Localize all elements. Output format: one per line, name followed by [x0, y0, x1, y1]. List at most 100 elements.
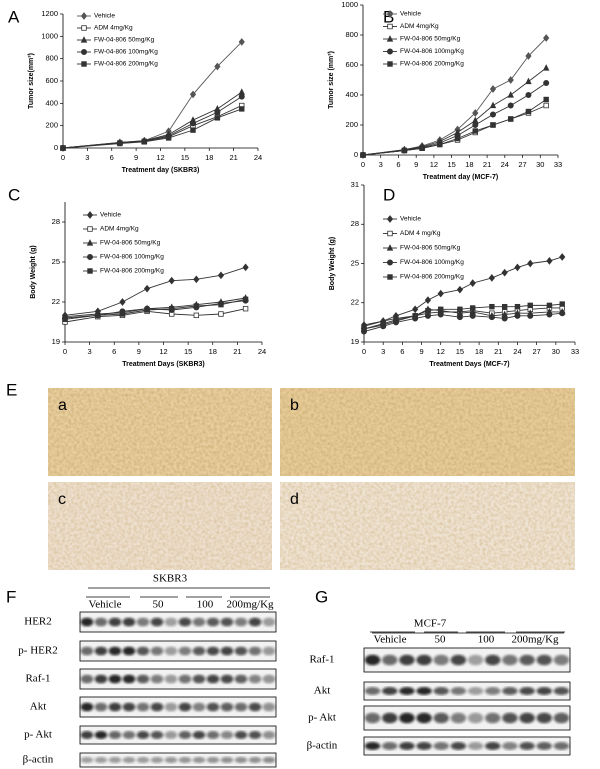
marker: [193, 312, 200, 319]
blot-band: [364, 687, 381, 695]
blot-band: [178, 617, 192, 627]
blot-band: [553, 742, 570, 750]
y-axis-label: Tumor size (mm³): [328, 51, 335, 109]
blot-band: [519, 712, 535, 724]
y-tick-label: 0: [54, 143, 58, 152]
legend-marker: [387, 61, 393, 67]
marker: [507, 76, 514, 84]
marker: [393, 317, 399, 323]
series-line: [64, 298, 246, 320]
marker: [543, 102, 549, 109]
marker: [490, 122, 496, 128]
marker: [437, 141, 443, 148]
blot-band: [502, 654, 518, 666]
legend-label: Vehicle: [100, 212, 121, 219]
blot-band: [553, 687, 570, 695]
marker: [424, 312, 431, 319]
marker: [546, 302, 553, 309]
x-tick-label: 6: [112, 347, 116, 356]
y-tick-label: 22: [52, 297, 60, 306]
blot-band: [433, 687, 449, 695]
blot-title: MCF-7: [414, 618, 447, 630]
blot-band: [234, 617, 248, 627]
blot-band: [80, 702, 94, 712]
marker: [525, 52, 532, 60]
x-tick-label: 27: [532, 347, 540, 356]
blot-band: [234, 674, 248, 684]
y-axis-label: Body Weight (g): [30, 245, 37, 299]
group-label: 100: [197, 599, 214, 611]
blot-band: [206, 731, 220, 739]
x-tick-label: 15: [184, 347, 192, 356]
x-tick-label: 21: [483, 160, 491, 169]
marker: [360, 152, 366, 158]
histology-texture: [48, 388, 272, 476]
legend-marker: [386, 215, 394, 223]
marker: [119, 311, 126, 317]
blot-band: [122, 702, 136, 712]
blot-band: [364, 742, 381, 750]
row-label: HER2: [24, 616, 52, 628]
marker: [527, 259, 534, 268]
image-label: a: [58, 397, 67, 414]
legend-marker: [81, 25, 87, 31]
series-line: [64, 266, 246, 316]
blot-strip: [79, 752, 277, 768]
y-tick-label: 600: [45, 76, 58, 85]
blot-band: [122, 617, 136, 627]
marker: [501, 315, 508, 322]
blot-band: [220, 731, 234, 739]
marker: [542, 64, 550, 71]
legend-label: Vehicle: [94, 13, 115, 20]
marker: [527, 312, 534, 319]
blot-band: [136, 731, 150, 739]
marker: [469, 312, 476, 319]
x-axis-label: Treatment Days (SKBR3): [122, 361, 204, 368]
marker: [95, 312, 101, 319]
blot-band: [164, 702, 178, 712]
blot-band: [416, 654, 432, 666]
x-tick-label: 24: [258, 347, 266, 356]
legend-marker: [81, 49, 88, 56]
row-label: β-actin: [23, 754, 54, 766]
x-tick-label: 27: [518, 160, 526, 169]
marker: [165, 135, 172, 141]
marker: [546, 257, 553, 265]
blot-band: [502, 712, 518, 724]
blot-band: [80, 674, 94, 684]
group-label: Vehicle: [89, 599, 122, 611]
blot-band: [94, 756, 108, 764]
marker: [238, 93, 245, 100]
blot-band: [364, 712, 381, 724]
legend-marker: [387, 23, 393, 30]
series-line: [362, 105, 547, 156]
legend-marker: [387, 230, 393, 237]
y-tick-label: 400: [345, 90, 358, 99]
marker: [469, 279, 476, 287]
blot-band: [94, 702, 108, 712]
x-tick-label: 3: [85, 153, 89, 162]
marker: [456, 314, 463, 321]
histology-texture: [280, 388, 575, 476]
marker: [412, 305, 419, 314]
marker: [454, 135, 461, 142]
blot-band: [485, 742, 501, 750]
blot-band: [192, 756, 206, 764]
marker: [507, 102, 514, 109]
marker: [242, 296, 249, 303]
blot-band: [192, 731, 206, 739]
x-axis-label: Treatment Days (MCF-7): [429, 361, 509, 368]
series-line: [362, 67, 547, 156]
blot-band: [94, 646, 108, 656]
blot-title: SKBR3: [153, 573, 188, 585]
legend-label: FW-04-806 50mg/Kg: [94, 37, 155, 44]
blot-band: [467, 687, 484, 695]
legend-marker: [387, 274, 393, 280]
blot-band: [234, 646, 248, 656]
y-tick-label: 25: [52, 257, 60, 266]
marker: [214, 109, 221, 116]
blot-strip: [79, 640, 277, 662]
marker: [525, 92, 532, 99]
marker: [507, 91, 514, 98]
